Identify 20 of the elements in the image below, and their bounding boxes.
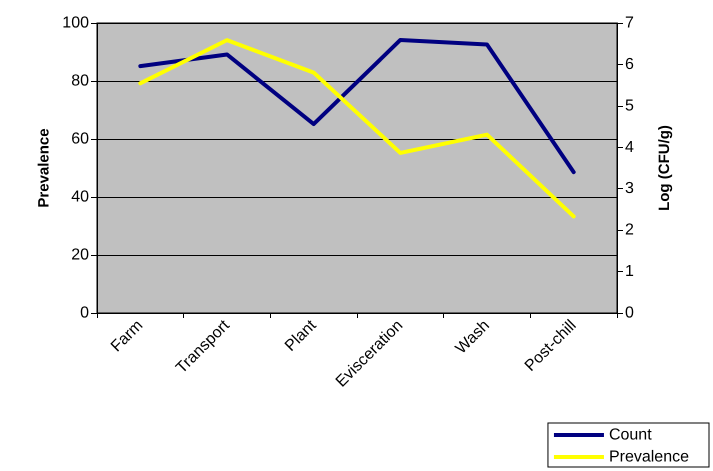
legend-label: Prevalence — [608, 448, 690, 466]
y-tick-label: 20 — [71, 246, 90, 264]
y-tick-label: 0 — [80, 304, 90, 322]
y2-tick-label: 2 — [625, 222, 634, 239]
y2-tick-label: 7 — [625, 14, 634, 32]
y2-axis-title: Log (CFU/g) — [656, 125, 673, 211]
y-tick-label: 40 — [71, 188, 90, 206]
line-series — [138, 38, 576, 174]
y2-tick-label: 5 — [625, 97, 634, 114]
line-series — [138, 38, 576, 218]
y2-tick-label: 0 — [625, 304, 634, 322]
y2-tick-label: 1 — [625, 263, 634, 280]
y-axis-title: Prevalence — [35, 128, 52, 208]
y-tick-label: 60 — [71, 130, 90, 148]
legend-label: Count — [608, 426, 652, 444]
y2-tick-label: 4 — [625, 138, 634, 156]
y2-tick-label: 6 — [625, 56, 634, 73]
y-tick-label: 80 — [71, 72, 90, 90]
y-tick-label: 100 — [62, 14, 90, 32]
y2-tick-label: 3 — [625, 180, 634, 198]
